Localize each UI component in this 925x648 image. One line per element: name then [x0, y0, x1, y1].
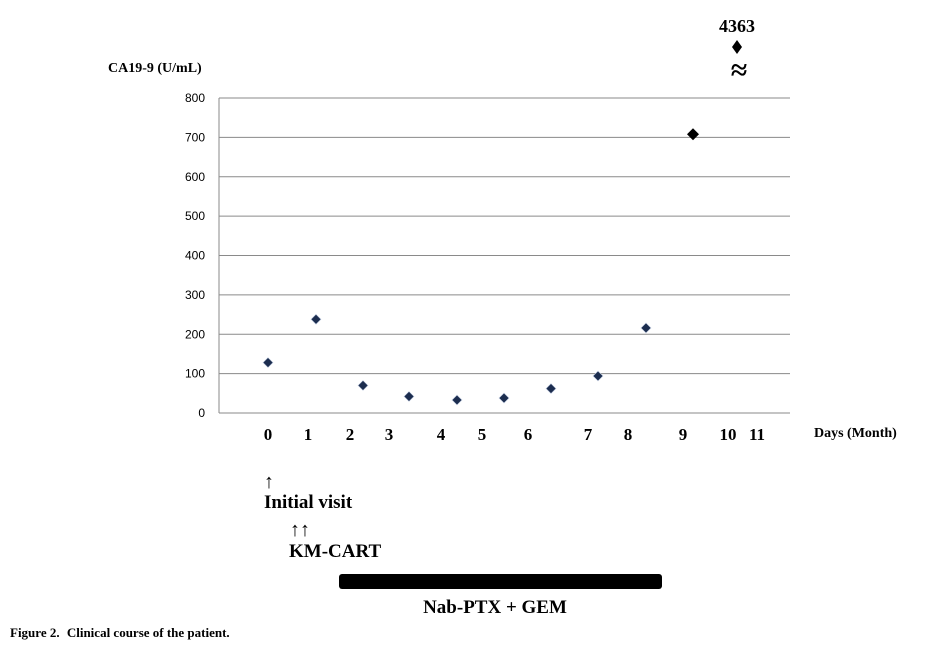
data-point — [545, 383, 557, 395]
y-tick-label: 200 — [185, 327, 205, 341]
data-point — [592, 370, 604, 382]
y-tick-label: 100 — [185, 367, 205, 381]
x-tick-label: 1 — [304, 425, 313, 444]
x-tick-label: 6 — [524, 425, 533, 444]
initial-visit-arrow: ↑ — [264, 471, 274, 493]
x-tick-label: 3 — [385, 425, 394, 444]
axis-break-symbol: ≈ — [731, 54, 747, 87]
treatment-label: Nab-PTX + GEM — [423, 597, 567, 618]
treatment-bar — [339, 574, 662, 589]
y-tick-label: 600 — [185, 170, 205, 184]
initial-visit-label: Initial visit — [264, 492, 353, 513]
data-point — [310, 313, 322, 325]
x-tick-label: 9 — [679, 425, 688, 444]
data-point — [498, 392, 510, 404]
x-tick-label: 5 — [478, 425, 487, 444]
data-point — [640, 322, 652, 334]
outlier-value-label: 4363 — [719, 16, 755, 36]
y-tick-label: 500 — [185, 209, 205, 223]
data-point — [687, 128, 699, 141]
data-point — [451, 394, 463, 406]
y-tick-label: 700 — [185, 130, 205, 144]
x-tick-label: 11 — [749, 425, 765, 444]
x-axis-label: Days (Month) — [814, 426, 897, 441]
caption-text: Clinical course of the patient. — [67, 625, 230, 640]
y-tick-label: 400 — [185, 249, 205, 263]
y-tick-label: 0 — [198, 406, 205, 420]
y-tick-label: 800 — [185, 91, 205, 105]
figure-caption: Figure 2. Clinical course of the patient… — [10, 625, 230, 640]
x-tick-label: 7 — [584, 425, 593, 444]
treatment-period: Nab-PTX + GEM — [339, 574, 662, 618]
data-point — [262, 357, 274, 369]
grid-lines — [218, 97, 790, 414]
x-tick-label: 10 — [720, 425, 737, 444]
y-tick-labels: 0 100 200 300 400 500 600 700 800 — [185, 91, 205, 420]
x-tick-label: 0 — [264, 425, 273, 444]
caption-prefix: Figure 2. — [10, 625, 60, 640]
initial-visit-annotation: ↑ Initial visit — [264, 471, 353, 513]
x-tick-label: 8 — [624, 425, 633, 444]
data-point — [403, 391, 415, 402]
x-tick-labels: 0 1 2 3 4 5 6 7 8 9 10 11 — [264, 425, 765, 444]
data-point — [357, 380, 369, 391]
outlier-annotation: 4363 ≈ — [719, 16, 755, 87]
outlier-point — [732, 40, 742, 54]
data-points — [262, 128, 699, 406]
km-cart-arrows: ↑↑ — [290, 519, 310, 541]
km-cart-annotation: ↑↑ KM-CART — [289, 519, 382, 562]
x-tick-label: 2 — [346, 425, 355, 444]
y-axis-label: CA19-9 (U/mL) — [108, 61, 202, 76]
km-cart-label: KM-CART — [289, 541, 382, 562]
x-tick-label: 4 — [437, 425, 446, 444]
y-tick-label: 300 — [185, 288, 205, 302]
